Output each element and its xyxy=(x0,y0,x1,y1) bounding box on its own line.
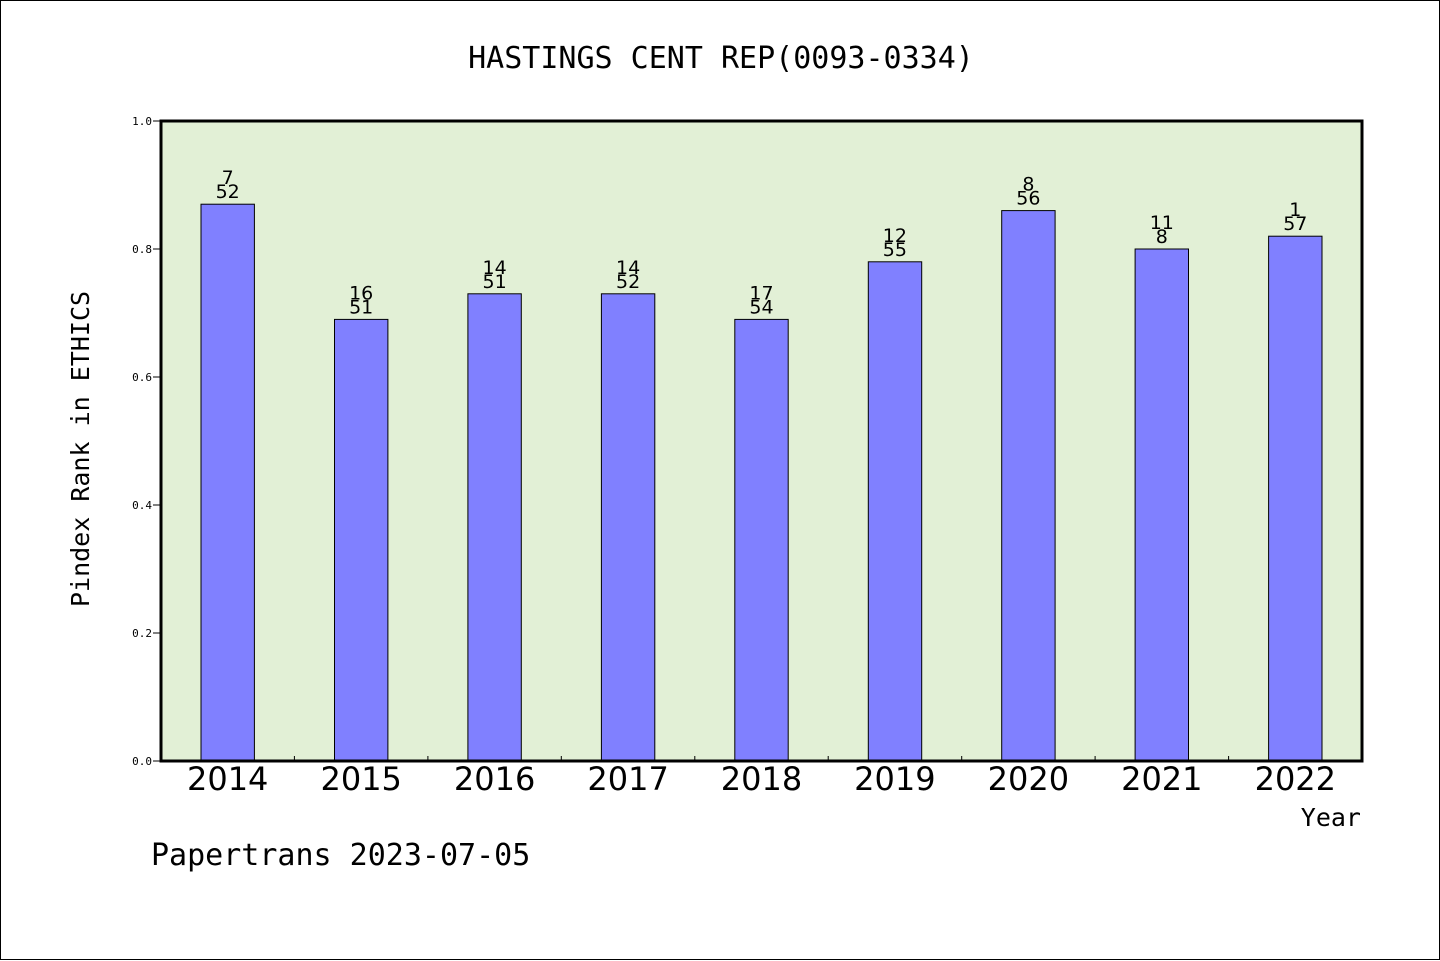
y-tick-label: 0.6 xyxy=(132,371,152,384)
bar-total-label: 51 xyxy=(349,296,373,318)
x-tick-label: 2021 xyxy=(1121,760,1202,798)
chart-title: HASTINGS CENT REP(0093-0334) xyxy=(468,41,974,76)
bar-total-label: 54 xyxy=(749,296,773,318)
bar-rank-label: 12 xyxy=(883,225,907,247)
x-tick-label: 2022 xyxy=(1255,760,1336,798)
x-tick-label: 2020 xyxy=(988,760,1069,798)
bar-rank-label: 8 xyxy=(1022,174,1034,196)
x-tick-label: 2018 xyxy=(721,760,802,798)
bar-total-label: 52 xyxy=(216,181,240,203)
y-axis-ticks: 0.0 0.2 0.4 0.6 0.8 1.0 xyxy=(132,115,161,768)
bar-2017 xyxy=(600,293,656,762)
bar-rank-label: 1 xyxy=(1289,199,1301,221)
x-tick-label: 2015 xyxy=(320,760,401,798)
x-tick-label: 2016 xyxy=(454,760,535,798)
bar-2015 xyxy=(334,318,389,762)
bar-rank-label: 14 xyxy=(483,257,507,279)
y-axis-title: Pindex Rank in ETHICS xyxy=(66,291,95,607)
bar-rank-label: 7 xyxy=(222,167,234,189)
bar-rank-label: 17 xyxy=(749,282,773,304)
x-axis-ticks: 2014 2015 2016 2017 2018 2019 2020 2021 2022 xyxy=(187,756,1336,798)
bar-total-label: 51 xyxy=(483,271,507,293)
bar-2022 xyxy=(1268,235,1323,762)
bar-2018 xyxy=(734,318,789,762)
bar-2019 xyxy=(867,261,923,762)
bar-rank-label: 16 xyxy=(349,282,373,304)
x-tick-label: 2019 xyxy=(854,760,935,798)
bar-rank-label: 11 xyxy=(1150,212,1174,234)
y-tick-label: 1.0 xyxy=(132,115,152,128)
bar-2014 xyxy=(200,203,255,762)
x-axis-title: Year xyxy=(1301,803,1361,832)
x-tick-label: 2017 xyxy=(587,760,668,798)
footer-credit: Papertrans 2023-07-05 xyxy=(151,838,530,873)
bar-total-label: 55 xyxy=(883,239,907,261)
y-tick-label: 0.4 xyxy=(132,499,152,512)
bar-2021 xyxy=(1134,248,1189,762)
bar-total-label: 56 xyxy=(1016,188,1040,210)
y-tick-label: 0.8 xyxy=(132,243,152,256)
y-tick-label: 0.2 xyxy=(132,627,152,640)
x-tick-label: 2014 xyxy=(187,760,268,798)
plot-frame xyxy=(159,119,1364,763)
bar-total-label: 8 xyxy=(1156,226,1168,248)
bar-rank-label: 14 xyxy=(616,257,640,279)
bar-2016 xyxy=(467,293,522,762)
bar-total-label: 52 xyxy=(616,271,640,293)
y-tick-label: 0.0 xyxy=(132,755,152,768)
bar-total-label: 57 xyxy=(1283,213,1307,235)
bar-2020 xyxy=(1001,210,1056,762)
